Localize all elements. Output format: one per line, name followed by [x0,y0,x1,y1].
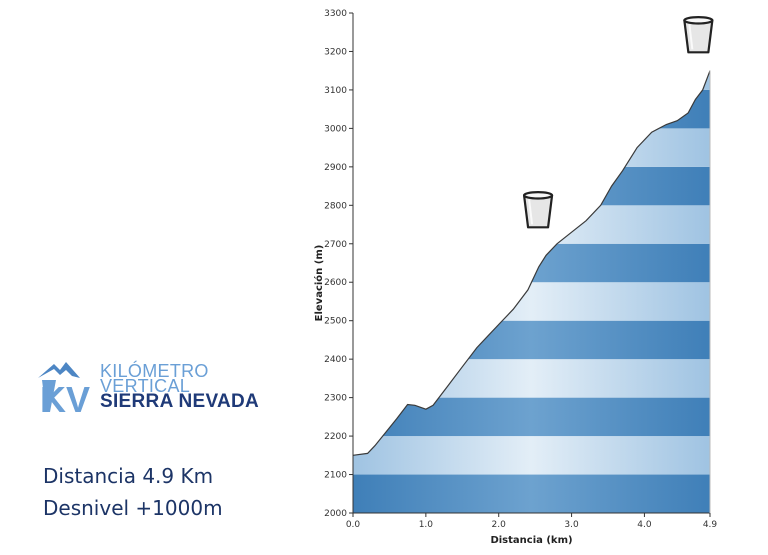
elevation-profile-line [352,70,711,456]
y-tick-label: 2500 [324,317,347,327]
x-tick-label: 0.0 [346,520,361,530]
elevation-band [353,436,710,475]
y-tick-label: 3100 [324,86,347,96]
race-stats: Distancia 4.9 Km Desnivel +1000m [43,460,223,524]
y-tick-label: 2100 [324,471,347,481]
elevation-band [353,474,710,513]
chart-markers [522,16,714,229]
x-tick-label: 1.0 [419,520,434,530]
elevation-band [353,70,710,90]
x-axis-title: Distancia (km) [490,535,572,546]
elevation-band [353,89,710,129]
y-tick-label: 2600 [324,278,347,288]
y-tick-label: 2400 [324,355,347,365]
y-axis-title: Elevación (m) [313,245,325,322]
elevation-band [353,320,710,360]
logo: KV [38,362,90,420]
y-tick-label: 2700 [324,240,347,250]
water-station-icon [522,191,554,229]
logo-line-2: VERTICAL [100,376,191,396]
x-tick-labels: 0.0 1.0 2.0 3.0 4.0 4.9 [346,513,718,530]
y-tick-label: 2900 [324,163,347,173]
logo-line-3: SIERRA NEVADA [100,391,260,412]
elevation-bands [353,13,710,513]
y-tick-label: 2800 [324,201,347,211]
y-tick-label: 2300 [324,394,347,404]
x-tick-label: 3.0 [564,520,579,530]
elevation-band [353,13,710,51]
y-tick-label: 3200 [324,47,347,57]
elevation-band [353,282,710,321]
y-tick-label: 2000 [324,509,347,519]
elevation-band [353,128,710,167]
x-tick-label: 2.0 [492,520,507,530]
x-tick-label: 4.9 [703,520,718,530]
y-tick-label: 3000 [324,124,347,134]
y-tick-label: 3300 [324,9,347,19]
elevation-gain-stat: Desnivel +1000m [43,496,223,520]
logo-mark: KV [40,379,90,420]
distance-stat: Distancia 4.9 Km [43,464,214,488]
elevation-band [353,397,710,437]
x-tick-label: 4.0 [637,520,652,530]
elevation-band [353,243,710,283]
logo-line-1: KILÓMETRO [100,361,209,381]
water-station-icon [683,16,714,54]
elevation-band [353,359,710,398]
y-tick-labels: 2000 2100 2200 2300 2400 2500 2600 2700 2800 2900… [324,9,353,519]
mountain-logo-icon: KV [38,362,90,420]
logo-text: KILÓMETRO VERTICAL SIERRA NEVADA [100,361,260,412]
y-tick-label: 2200 [324,432,347,442]
